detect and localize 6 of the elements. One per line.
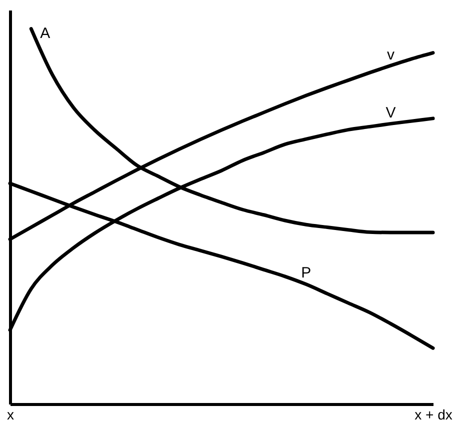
series-label: V: [386, 104, 396, 122]
series-label: A: [40, 24, 50, 42]
series-label: v: [386, 46, 395, 64]
series-label: P: [301, 264, 312, 282]
x-tick-label: x: [7, 406, 14, 422]
x-tick-label: x + dx: [414, 406, 452, 422]
